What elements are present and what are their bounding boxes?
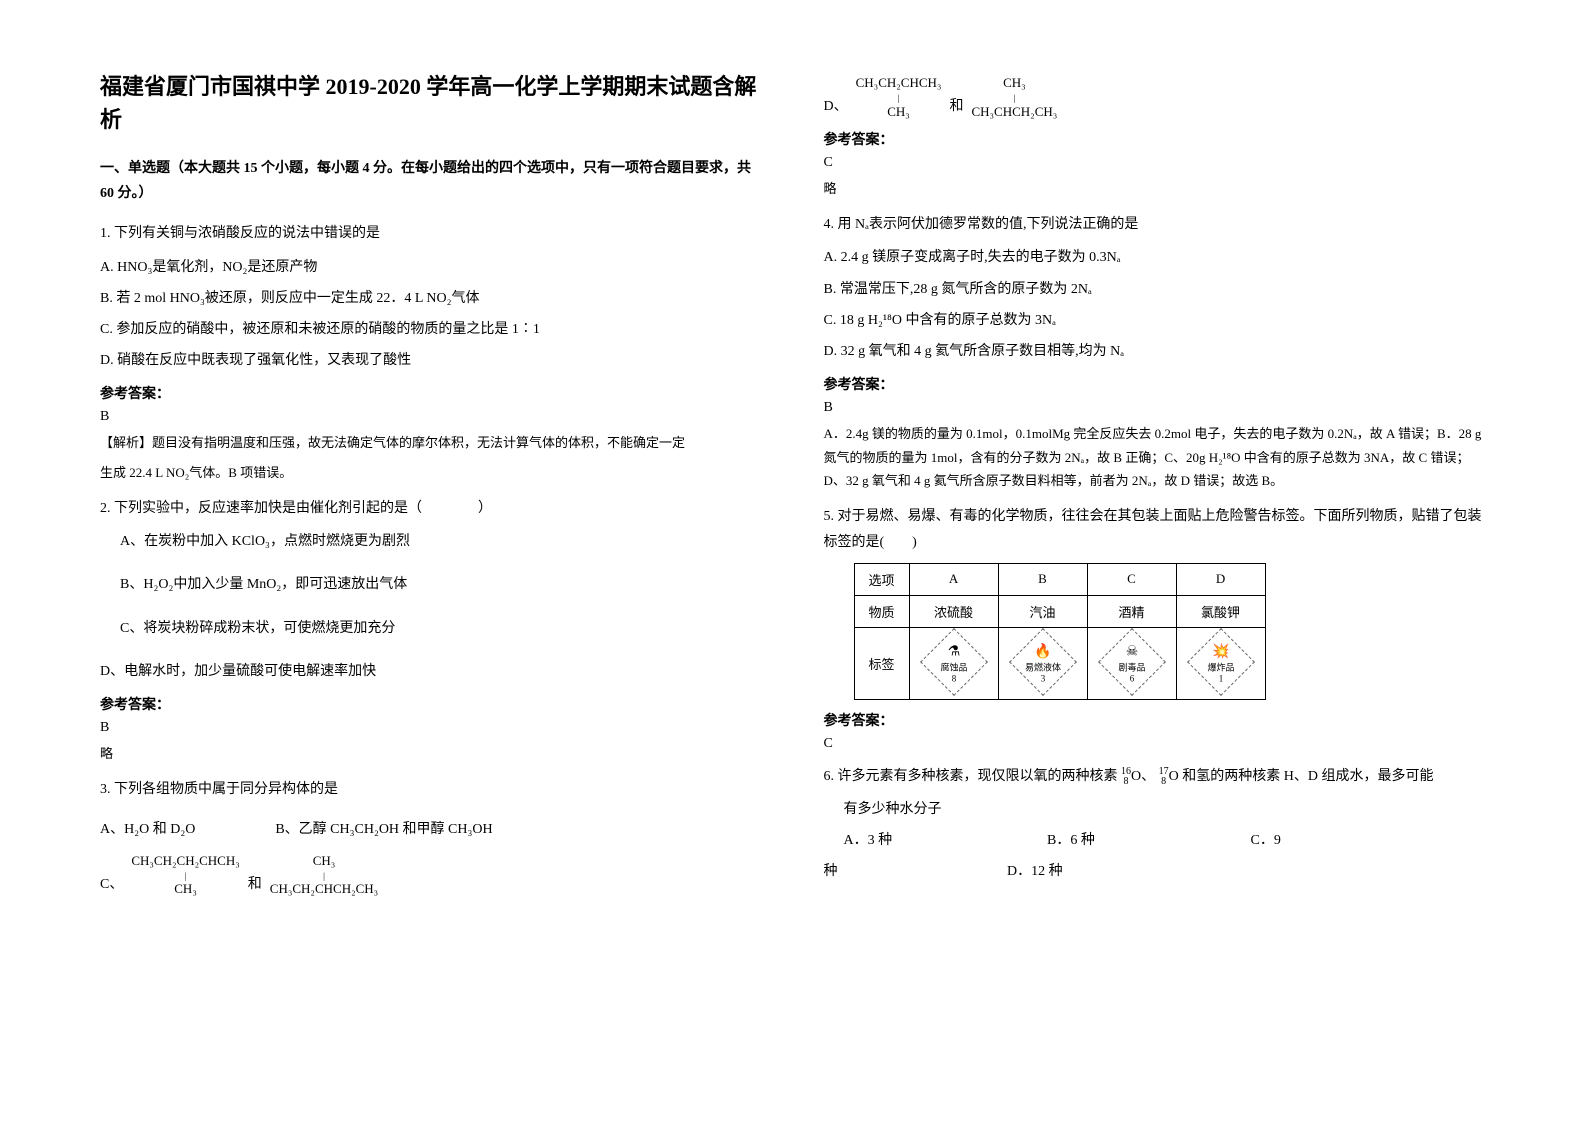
label-a: ⚗ 腐蚀品 8 xyxy=(909,627,998,699)
label-b: 🔥 易燃液体 3 xyxy=(998,627,1087,699)
q4-stem: 4. 用 Nₐ表示阿伏加德罗常数的值,下列说法正确的是 xyxy=(824,212,1488,237)
table-row-label: 标签 ⚗ 腐蚀品 8 🔥 易燃液体 3 xyxy=(854,627,1265,699)
q1-option-d: D. 硝酸在反应中既表现了强氧化性，又表现了酸性 xyxy=(100,348,764,373)
q2-answer: B xyxy=(100,720,764,736)
q4-explain: A．2.4g 镁的物质的量为 0.1mol，0.1molMg 完全反应失去 0.… xyxy=(824,422,1488,492)
right-column: D、 CH₃CH₂CHCH₃ | CH₃ 和 CH₃ | CH₃CHCH₂CH₃… xyxy=(824,70,1488,1052)
q3-d-struct2: CH₃ | CH₃CHCH₂CH₃ xyxy=(971,76,1057,119)
q2-stem: 2. 下列实验中，反应速率加快是由催化剂引起的是（ ） xyxy=(100,496,764,521)
q5-answer: C xyxy=(824,736,1488,752)
q1-answer: B xyxy=(100,409,764,425)
q6-stem: 6. 许多元素有多种核素，现仅限以氧的两种核素 168 O、 178 O 和氢的… xyxy=(824,764,1488,789)
explosive-icon: 💥 爆炸品 1 xyxy=(1191,634,1251,689)
q6-options-row2: 种 D．12 种 xyxy=(824,859,1488,884)
q3-c-prefix: C、 xyxy=(100,872,123,897)
q2-explain: 略 xyxy=(100,742,764,765)
q6-stem-pre: 6. 许多元素有多种核素，现仅限以氧的两种核素 xyxy=(824,769,1118,784)
th-c: C xyxy=(1087,563,1176,595)
q2-option-a: A、在炭粉中加入 KClO₃，点燃时燃烧更为剧烈 xyxy=(120,529,764,554)
q6-o17: 178 xyxy=(1159,767,1169,787)
q3-stem: 3. 下列各组物质中属于同分异构体的是 xyxy=(100,777,764,802)
q3-d-prefix: D、 xyxy=(824,94,848,119)
q3-option-a: A、H₂O 和 D₂O xyxy=(100,817,195,842)
q5-stem: 5. 对于易燃、易爆、有毒的化学物质，往往会在其包装上面贴上危险警告标签。下面所… xyxy=(824,504,1488,554)
th-b: B xyxy=(998,563,1087,595)
q5-table: 选项 A B C D 物质 浓硫酸 汽油 酒精 氯酸钾 标签 ⚗ 腐蚀品 8 xyxy=(854,563,1266,700)
table-row-material: 物质 浓硫酸 汽油 酒精 氯酸钾 xyxy=(854,595,1265,627)
q3-d-and: 和 xyxy=(949,94,963,119)
q6-option-c: C．9 xyxy=(1251,833,1281,848)
section-description: 一、单选题（本大题共 15 个小题，每小题 4 分。在每小题给出的四个选项中，只… xyxy=(100,156,764,206)
table-row-header: 选项 A B C D xyxy=(854,563,1265,595)
q6-stem-line2: 有多少种水分子 xyxy=(844,797,1488,822)
q4-option-a: A. 2.4 g 镁原子变成离子时,失去的电子数为 0.3Nₐ xyxy=(824,245,1488,270)
label-c: ☠ 剧毒品 6 xyxy=(1087,627,1176,699)
q4-answer: B xyxy=(824,400,1488,416)
q6-option-d: D．12 种 xyxy=(1007,864,1063,879)
q3-option-b: B、乙醇 CH₃CH₂OH 和甲醇 CH₃OH xyxy=(275,817,492,842)
q2-option-b: B、H₂O₂中加入少量 MnO₂，即可迅速放出气体 xyxy=(120,572,764,597)
q5-answer-label: 参考答案： xyxy=(824,710,1488,730)
q3-c-struct1: CH₃CH₂CH₂CHCH₃ | CH₃ xyxy=(131,854,239,897)
th-a: A xyxy=(909,563,998,595)
q1-stem: 1. 下列有关铜与浓硝酸反应的说法中错误的是 xyxy=(100,221,764,246)
q4-option-b: B. 常温常压下,28 g 氮气所含的原子数为 2Nₐ xyxy=(824,277,1488,302)
q1-explain-1: 【解析】题目没有指明温度和压强，故无法确定气体的摩尔体积，无法计算气体的体积，不… xyxy=(100,431,764,454)
q1-answer-label: 参考答案： xyxy=(100,383,764,403)
q6-option-a: A．3 种 xyxy=(844,828,1044,853)
material-a: 浓硫酸 xyxy=(909,595,998,627)
label-d: 💥 爆炸品 1 xyxy=(1176,627,1265,699)
q2-option-c: C、将炭块粉碎成粉末状，可使燃烧更加充分 xyxy=(120,616,764,641)
q4-option-d: D. 32 g 氧气和 4 g 氦气所含原子数目相等,均为 Nₐ xyxy=(824,339,1488,364)
q4-option-c: C. 18 g H₂¹⁸O 中含有的原子总数为 3Nₐ xyxy=(824,308,1488,333)
q3-option-c: C、 CH₃CH₂CH₂CHCH₃ | CH₃ 和 CH₃ | CH₃CH₂CH… xyxy=(100,854,764,897)
q2-answer-label: 参考答案： xyxy=(100,694,764,714)
q3-d-struct1: CH₃CH₂CHCH₃ | CH₃ xyxy=(856,76,942,119)
q6-o16: 168 xyxy=(1121,767,1131,787)
row-label-label: 标签 xyxy=(854,627,909,699)
page-title: 福建省厦门市国祺中学 2019-2020 学年高一化学上学期期末试题含解析 xyxy=(100,70,764,136)
q3-explain: 略 xyxy=(824,177,1488,200)
th-option: 选项 xyxy=(854,563,909,595)
q6-option-c2: 种 xyxy=(824,859,1004,884)
q2-option-d: D、电解水时，加少量硫酸可使电解速率加快 xyxy=(100,659,764,684)
q3-c-struct2: CH₃ | CH₃CH₂CHCH₂CH₃ xyxy=(270,854,378,897)
toxic-icon: ☠ 剧毒品 6 xyxy=(1102,634,1162,689)
q1-option-b: B. 若 2 mol HNO₃被还原，则反应中一定生成 22．4 L NO₂气体 xyxy=(100,286,764,311)
flammable-icon: 🔥 易燃液体 3 xyxy=(1013,634,1073,689)
th-d: D xyxy=(1176,563,1265,595)
q6-options-row1: A．3 种 B．6 种 C．9 xyxy=(844,828,1488,853)
q4-answer-label: 参考答案： xyxy=(824,374,1488,394)
row-material-label: 物质 xyxy=(854,595,909,627)
material-b: 汽油 xyxy=(998,595,1087,627)
q1-option-a: A. HNO₃是氧化剂，NO₂是还原产物 xyxy=(100,255,764,280)
q3-answer: C xyxy=(824,155,1488,171)
left-column: 福建省厦门市国祺中学 2019-2020 学年高一化学上学期期末试题含解析 一、… xyxy=(100,70,764,1052)
q3-answer-label: 参考答案： xyxy=(824,129,1488,149)
q1-explain-2: 生成 22.4 L NO₂气体。B 项错误。 xyxy=(100,461,764,484)
corrosive-icon: ⚗ 腐蚀品 8 xyxy=(924,634,984,689)
material-d: 氯酸钾 xyxy=(1176,595,1265,627)
q3-c-and: 和 xyxy=(248,872,262,897)
q3-row-ab: A、H₂O 和 D₂O B、乙醇 CH₃CH₂OH 和甲醇 CH₃OH xyxy=(100,811,764,848)
q6-option-b: B．6 种 xyxy=(1047,828,1247,853)
q3-option-d: D、 CH₃CH₂CHCH₃ | CH₃ 和 CH₃ | CH₃CHCH₂CH₃ xyxy=(824,76,1488,119)
material-c: 酒精 xyxy=(1087,595,1176,627)
q1-option-c: C. 参加反应的硝酸中，被还原和未被还原的硝酸的物质的量之比是 1∶1 xyxy=(100,317,764,342)
